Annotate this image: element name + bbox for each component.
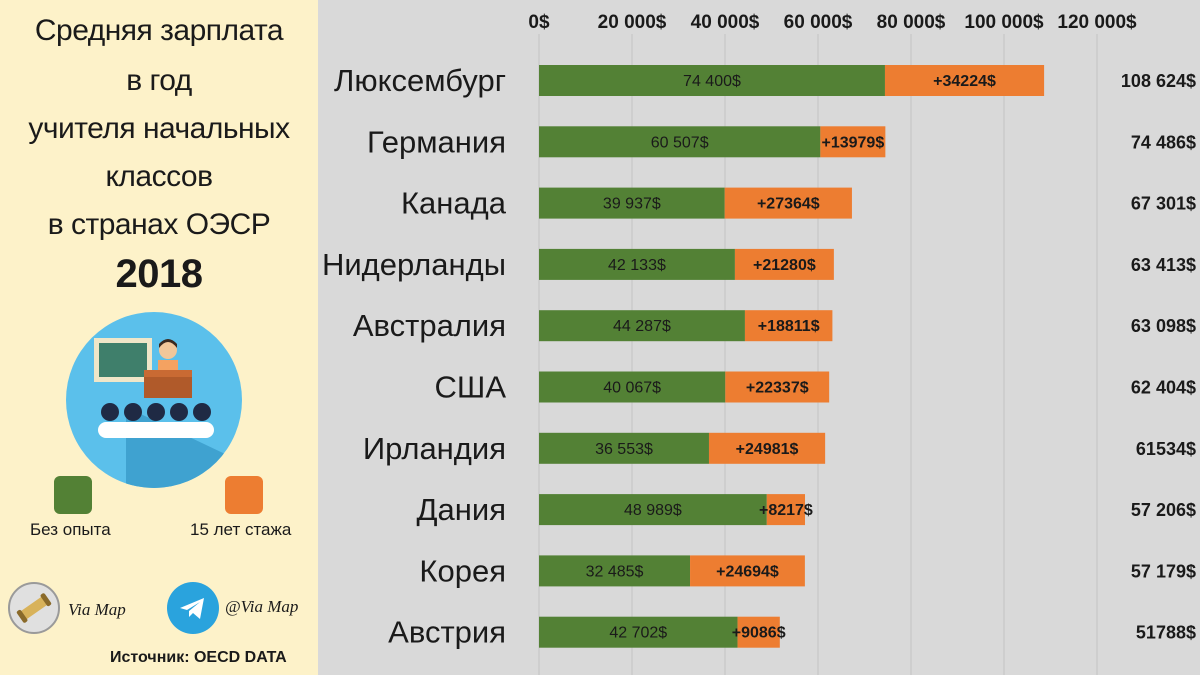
legend-swatch-increment	[225, 476, 263, 514]
legend-label-base: Без опыта	[30, 520, 111, 539]
bar-base	[539, 248, 735, 280]
bar-increment	[820, 126, 886, 158]
bar-base	[539, 126, 821, 158]
base-value-label: 40 067$	[603, 380, 661, 397]
x-tick-label: 80 000$	[877, 12, 946, 33]
increment-value-label: +9086$	[732, 625, 786, 642]
x-tick-label: 100 000$	[964, 12, 1044, 33]
bar-increment	[724, 187, 852, 219]
x-tick-label: 40 000$	[691, 12, 760, 33]
total-value-label: 51788$	[1136, 623, 1196, 643]
bar-base	[539, 187, 725, 219]
bar-increment	[737, 616, 780, 648]
x-tick-label: 0$	[528, 12, 550, 33]
title-line-4: классов	[105, 160, 213, 193]
bar-base	[539, 310, 745, 342]
increment-value-label: +24981$	[736, 441, 799, 458]
bar-base	[539, 432, 709, 464]
base-value-label: 42 133$	[608, 257, 666, 274]
x-tick-label: 120 000$	[1057, 12, 1137, 33]
total-value-label: 61534$	[1136, 439, 1196, 459]
base-value-label: 39 937$	[603, 196, 661, 213]
total-value-label: 57 179$	[1131, 561, 1196, 581]
labels: 0$ 20 000$ 40 000$ 60 000$ 80 000$ 100 000$ 12…	[322, 12, 1196, 650]
site-label[interactable]: Via Map	[68, 600, 126, 619]
bar-base	[539, 65, 885, 96]
total-value-label: 62 404$	[1131, 378, 1196, 398]
x-tick-label: 20 000$	[598, 12, 667, 33]
category-label: США	[435, 370, 507, 405]
bar-increment	[690, 555, 805, 587]
increment-value-label: +34224$	[933, 73, 996, 90]
total-value-label: 63 098$	[1131, 316, 1196, 336]
legend-swatch-base	[54, 476, 92, 514]
base-value-label: 36 553$	[595, 441, 653, 458]
category-label: Австралия	[353, 308, 506, 343]
category-label: Люксембург	[334, 63, 506, 98]
source-note: Источник: OECD DATA	[110, 649, 287, 666]
total-value-label: 57 206$	[1131, 500, 1196, 520]
telegram-label[interactable]: @Via Map	[225, 597, 299, 616]
bar-increment	[744, 310, 833, 342]
base-value-label: 74 400$	[683, 73, 741, 90]
bar-increment	[766, 494, 806, 526]
increment-value-label: +18811$	[758, 318, 820, 335]
telegram-icon	[167, 582, 219, 634]
total-value-label: 108 624$	[1121, 71, 1196, 91]
bars	[539, 65, 1045, 648]
title-line-5: в странах ОЭСР	[47, 208, 271, 241]
category-label: Корея	[419, 553, 506, 588]
title-line-2: в год	[126, 64, 192, 97]
base-value-label: 42 702$	[609, 625, 667, 642]
bar-base	[539, 494, 767, 526]
title-line-3: учителя начальных	[28, 112, 290, 145]
category-label: Австрия	[388, 615, 506, 650]
total-value-label: 74 486$	[1131, 132, 1196, 152]
info-panel: Средняя зарплата в год учителя начальных…	[0, 0, 318, 675]
x-tick-label: 60 000$	[784, 12, 853, 33]
increment-value-label: +13979$	[821, 134, 884, 151]
title-line-1: Средняя зарплата	[34, 14, 284, 47]
bar-increment	[708, 432, 826, 464]
scroll-icon	[8, 582, 60, 634]
increment-value-label: +24694$	[716, 563, 779, 580]
category-label: Дания	[417, 492, 506, 527]
category-label: Германия	[367, 124, 506, 159]
title-year: 2018	[115, 252, 203, 296]
teacher-classroom-icon	[66, 312, 242, 488]
bar-base	[539, 371, 726, 403]
total-value-label: 63 413$	[1131, 255, 1196, 275]
category-label: Нидерланды	[322, 247, 506, 282]
increment-value-label: +8217$	[759, 502, 813, 519]
legend-label-increment: 15 лет стажа	[190, 520, 292, 539]
base-value-label: 32 485$	[586, 563, 644, 580]
bar-increment	[884, 65, 1045, 96]
increment-value-label: +21280$	[753, 257, 816, 274]
category-label: Ирландия	[363, 431, 506, 466]
category-label: Канада	[401, 186, 507, 221]
base-value-label: 48 989$	[624, 502, 682, 519]
salary-bar-chart: 0$ 20 000$ 40 000$ 60 000$ 80 000$ 100 000$ 12…	[322, 12, 1196, 675]
increment-value-label: +22337$	[746, 380, 809, 397]
bar-increment	[734, 248, 834, 280]
total-value-label: 67 301$	[1131, 194, 1196, 214]
bar-base	[539, 555, 691, 587]
bar-base	[539, 616, 738, 648]
base-value-label: 60 507$	[651, 134, 709, 151]
increment-value-label: +27364$	[757, 196, 820, 213]
base-value-label: 44 287$	[613, 318, 671, 335]
bar-increment	[725, 371, 830, 403]
